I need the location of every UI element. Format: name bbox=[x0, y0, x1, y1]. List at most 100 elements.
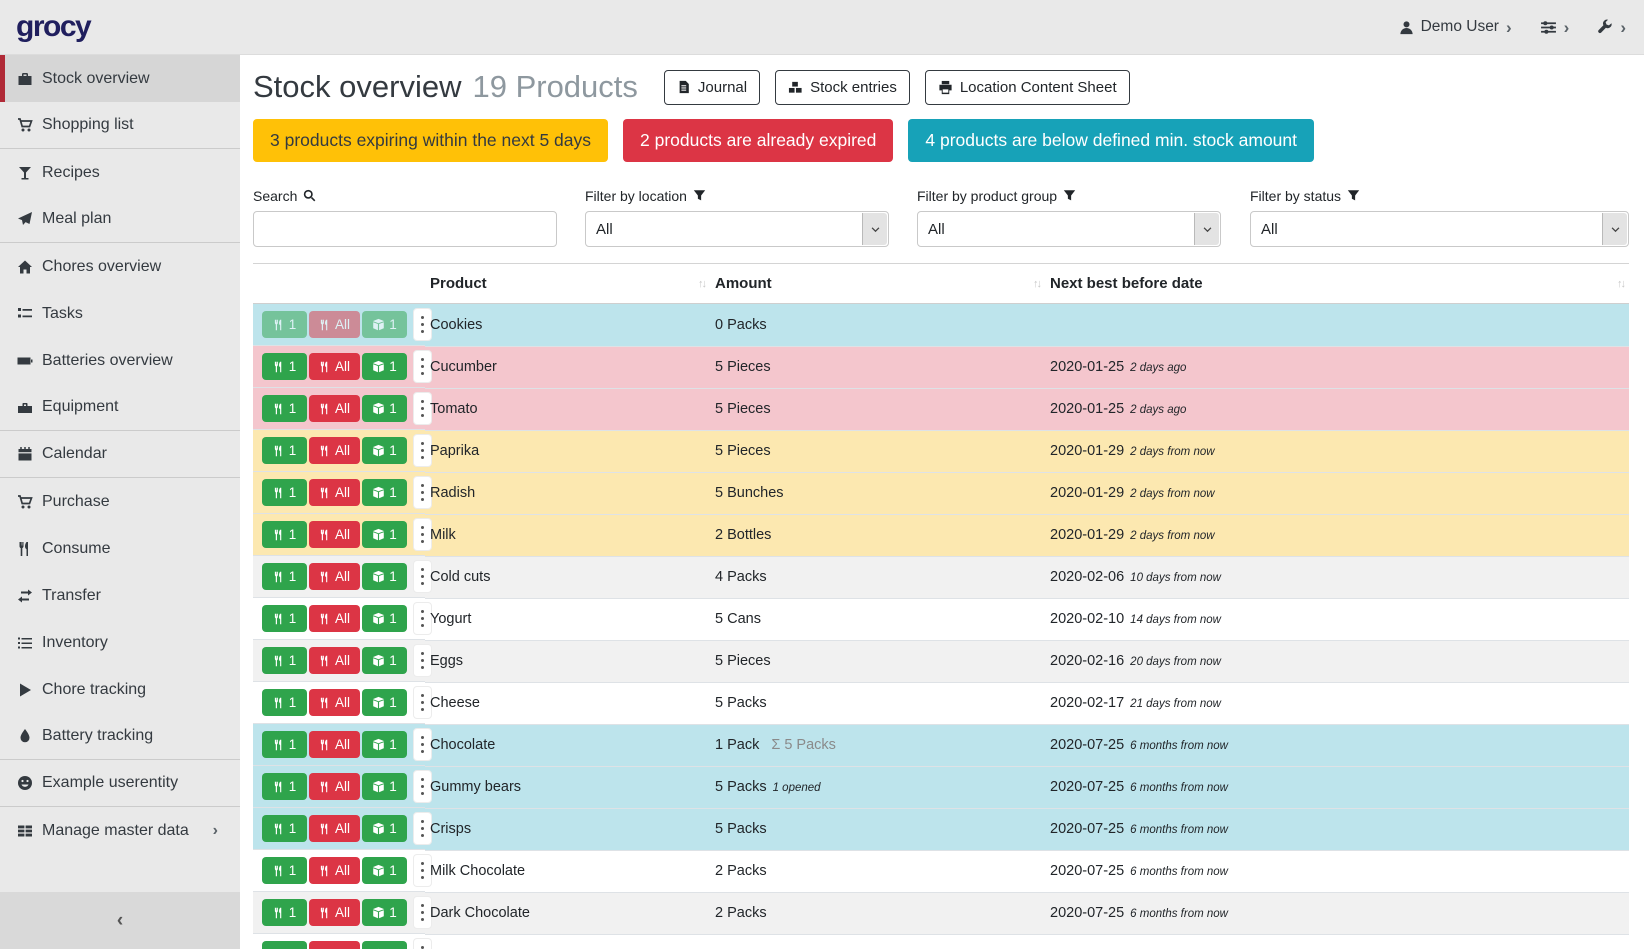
sidebar-item-tasks[interactable]: Tasks bbox=[0, 290, 240, 337]
open-one-button[interactable]: 1 bbox=[362, 689, 407, 716]
open-one-button[interactable]: 1 bbox=[362, 899, 407, 926]
status-filter-select[interactable]: All bbox=[1250, 211, 1629, 247]
sidebar-item-label: Shopping list bbox=[42, 116, 134, 133]
open-one-button[interactable]: 1 bbox=[362, 815, 407, 842]
sidebar-item-example-userentity[interactable]: Example userentity bbox=[0, 760, 240, 807]
sidebar-item-label: Chore tracking bbox=[42, 680, 147, 698]
journal-button[interactable]: Journal bbox=[663, 69, 761, 105]
expired-products-banner[interactable]: 2 products are already expired bbox=[623, 119, 894, 162]
sidebar-item-recipes[interactable]: Recipes bbox=[0, 149, 240, 196]
relative-time: 6 months from now bbox=[1130, 782, 1228, 794]
open-one-button[interactable]: 1 bbox=[362, 563, 407, 590]
open-one-button[interactable]: 1 bbox=[362, 857, 407, 884]
product-group-filter-select[interactable]: All bbox=[917, 211, 1221, 247]
sidebar-item-chores-overview[interactable]: Chores overview bbox=[0, 243, 240, 290]
consume-all-button[interactable]: All bbox=[309, 689, 360, 716]
sidebar-item-batteries-overview[interactable]: Batteries overview bbox=[0, 337, 240, 384]
sidebar-item-purchase[interactable]: Purchase bbox=[0, 478, 240, 525]
row-actions-cell: 1 All 1 bbox=[253, 640, 432, 682]
consume-one-button[interactable]: 1 bbox=[262, 689, 307, 716]
open-one-button[interactable]: 1 bbox=[362, 395, 407, 422]
relative-time: 6 months from now bbox=[1130, 908, 1228, 920]
open-one-button[interactable]: 1 bbox=[362, 605, 407, 632]
consume-all-button[interactable]: All bbox=[309, 899, 360, 926]
consume-all-button[interactable]: All bbox=[309, 563, 360, 590]
consume-all-button[interactable]: All bbox=[309, 311, 360, 338]
consume-one-button[interactable]: 1 bbox=[262, 857, 307, 884]
consume-all-button[interactable]: All bbox=[309, 815, 360, 842]
consume-all-button[interactable]: All bbox=[309, 437, 360, 464]
consume-one-button[interactable]: 1 bbox=[262, 941, 307, 949]
sidebar-item-label: Chores overview bbox=[42, 257, 162, 275]
chevron-right-icon: › bbox=[1505, 17, 1512, 37]
open-one-button[interactable]: 1 bbox=[362, 479, 407, 506]
ellipsis-vertical-icon bbox=[421, 785, 424, 788]
sidebar-collapse-button[interactable]: ‹ bbox=[0, 892, 240, 949]
open-one-button[interactable]: 1 bbox=[362, 353, 407, 380]
consume-one-button[interactable]: 1 bbox=[262, 479, 307, 506]
row-menu-button[interactable] bbox=[413, 938, 432, 949]
location-content-sheet-button[interactable]: Location Content Sheet bbox=[924, 69, 1130, 105]
sidebar-item-meal-plan[interactable]: Meal plan bbox=[0, 196, 240, 243]
row-actions-cell: 1 All 1 bbox=[253, 892, 432, 934]
consume-one-button[interactable]: 1 bbox=[262, 647, 307, 674]
expiring-products-banner[interactable]: 3 products expiring within the next 5 da… bbox=[253, 119, 609, 162]
search-input[interactable] bbox=[253, 211, 557, 247]
open-one-button[interactable]: 1 bbox=[362, 773, 407, 800]
open-one-button[interactable]: 1 bbox=[362, 437, 407, 464]
sidebar-item-equipment[interactable]: Equipment bbox=[0, 384, 240, 431]
open-one-button[interactable]: 1 bbox=[362, 311, 407, 338]
consume-all-button[interactable]: All bbox=[309, 353, 360, 380]
relative-time: 6 months from now bbox=[1130, 740, 1228, 752]
product-column-header[interactable]: Product ↑↓ bbox=[425, 263, 710, 304]
consume-one-button[interactable]: 1 bbox=[262, 437, 307, 464]
app-logo[interactable]: grocy bbox=[16, 10, 92, 43]
consume-all-button[interactable]: All bbox=[309, 647, 360, 674]
consume-all-button[interactable]: All bbox=[309, 479, 360, 506]
amount-column-header[interactable]: Amount ↑↓ bbox=[710, 263, 1045, 304]
below-min-stock-banner[interactable]: 4 products are below defined min. stock … bbox=[908, 119, 1314, 162]
consume-all-button[interactable]: All bbox=[309, 731, 360, 758]
consume-all-button[interactable]: All bbox=[309, 395, 360, 422]
consume-one-button[interactable]: 1 bbox=[262, 899, 307, 926]
consume-all-button[interactable]: All bbox=[309, 605, 360, 632]
consume-one-button[interactable]: 1 bbox=[262, 521, 307, 548]
open-one-button[interactable]: 1 bbox=[362, 731, 407, 758]
sidebar-item-shopping-list[interactable]: Shopping list bbox=[0, 102, 240, 149]
consume-one-button[interactable]: 1 bbox=[262, 773, 307, 800]
sidebar-item-manage-master-data[interactable]: Manage master data › bbox=[0, 807, 240, 854]
open-one-button[interactable]: 1 bbox=[362, 647, 407, 674]
status-banners: 3 products expiring within the next 5 da… bbox=[253, 119, 1629, 162]
consume-all-button[interactable]: All bbox=[309, 773, 360, 800]
consume-all-button[interactable]: All bbox=[309, 521, 360, 548]
consume-one-button[interactable]: 1 bbox=[262, 605, 307, 632]
sidebar-item-inventory[interactable]: Inventory bbox=[0, 619, 240, 666]
boxopen-icon bbox=[372, 402, 385, 415]
boxopen-icon bbox=[372, 780, 385, 793]
boxopen-icon bbox=[372, 444, 385, 457]
sidebar-item-battery-tracking[interactable]: Battery tracking bbox=[0, 713, 240, 760]
stock-entries-button[interactable]: Stock entries bbox=[775, 69, 910, 105]
best-before-column-header[interactable]: Next best before date ↑↓ bbox=[1045, 263, 1629, 304]
person-icon bbox=[1399, 20, 1414, 35]
sidebar-item-transfer[interactable]: Transfer bbox=[0, 572, 240, 619]
open-one-button[interactable]: 1 bbox=[362, 941, 407, 949]
sidebar-item-chore-tracking[interactable]: Chore tracking bbox=[0, 666, 240, 713]
admin-menu-button[interactable]: › bbox=[1597, 19, 1626, 36]
consume-one-button[interactable]: 1 bbox=[262, 815, 307, 842]
sidebar-item-label: Consume bbox=[42, 539, 111, 557]
consume-one-button[interactable]: 1 bbox=[262, 353, 307, 380]
consume-one-button[interactable]: 1 bbox=[262, 731, 307, 758]
location-filter-select[interactable]: All bbox=[585, 211, 889, 247]
sidebar-item-consume[interactable]: Consume bbox=[0, 525, 240, 572]
user-menu-button[interactable]: Demo User › bbox=[1399, 18, 1512, 36]
consume-all-button[interactable]: All bbox=[309, 857, 360, 884]
consume-one-button[interactable]: 1 bbox=[262, 395, 307, 422]
sidebar-item-calendar[interactable]: Calendar bbox=[0, 431, 240, 478]
open-one-button[interactable]: 1 bbox=[362, 521, 407, 548]
settings-menu-button[interactable]: › bbox=[1540, 19, 1569, 36]
consume-one-button[interactable]: 1 bbox=[262, 563, 307, 590]
sidebar-item-stock-overview[interactable]: Stock overview bbox=[0, 55, 240, 102]
consume-one-button[interactable]: 1 bbox=[262, 311, 307, 338]
consume-all-button[interactable]: All bbox=[309, 941, 360, 949]
